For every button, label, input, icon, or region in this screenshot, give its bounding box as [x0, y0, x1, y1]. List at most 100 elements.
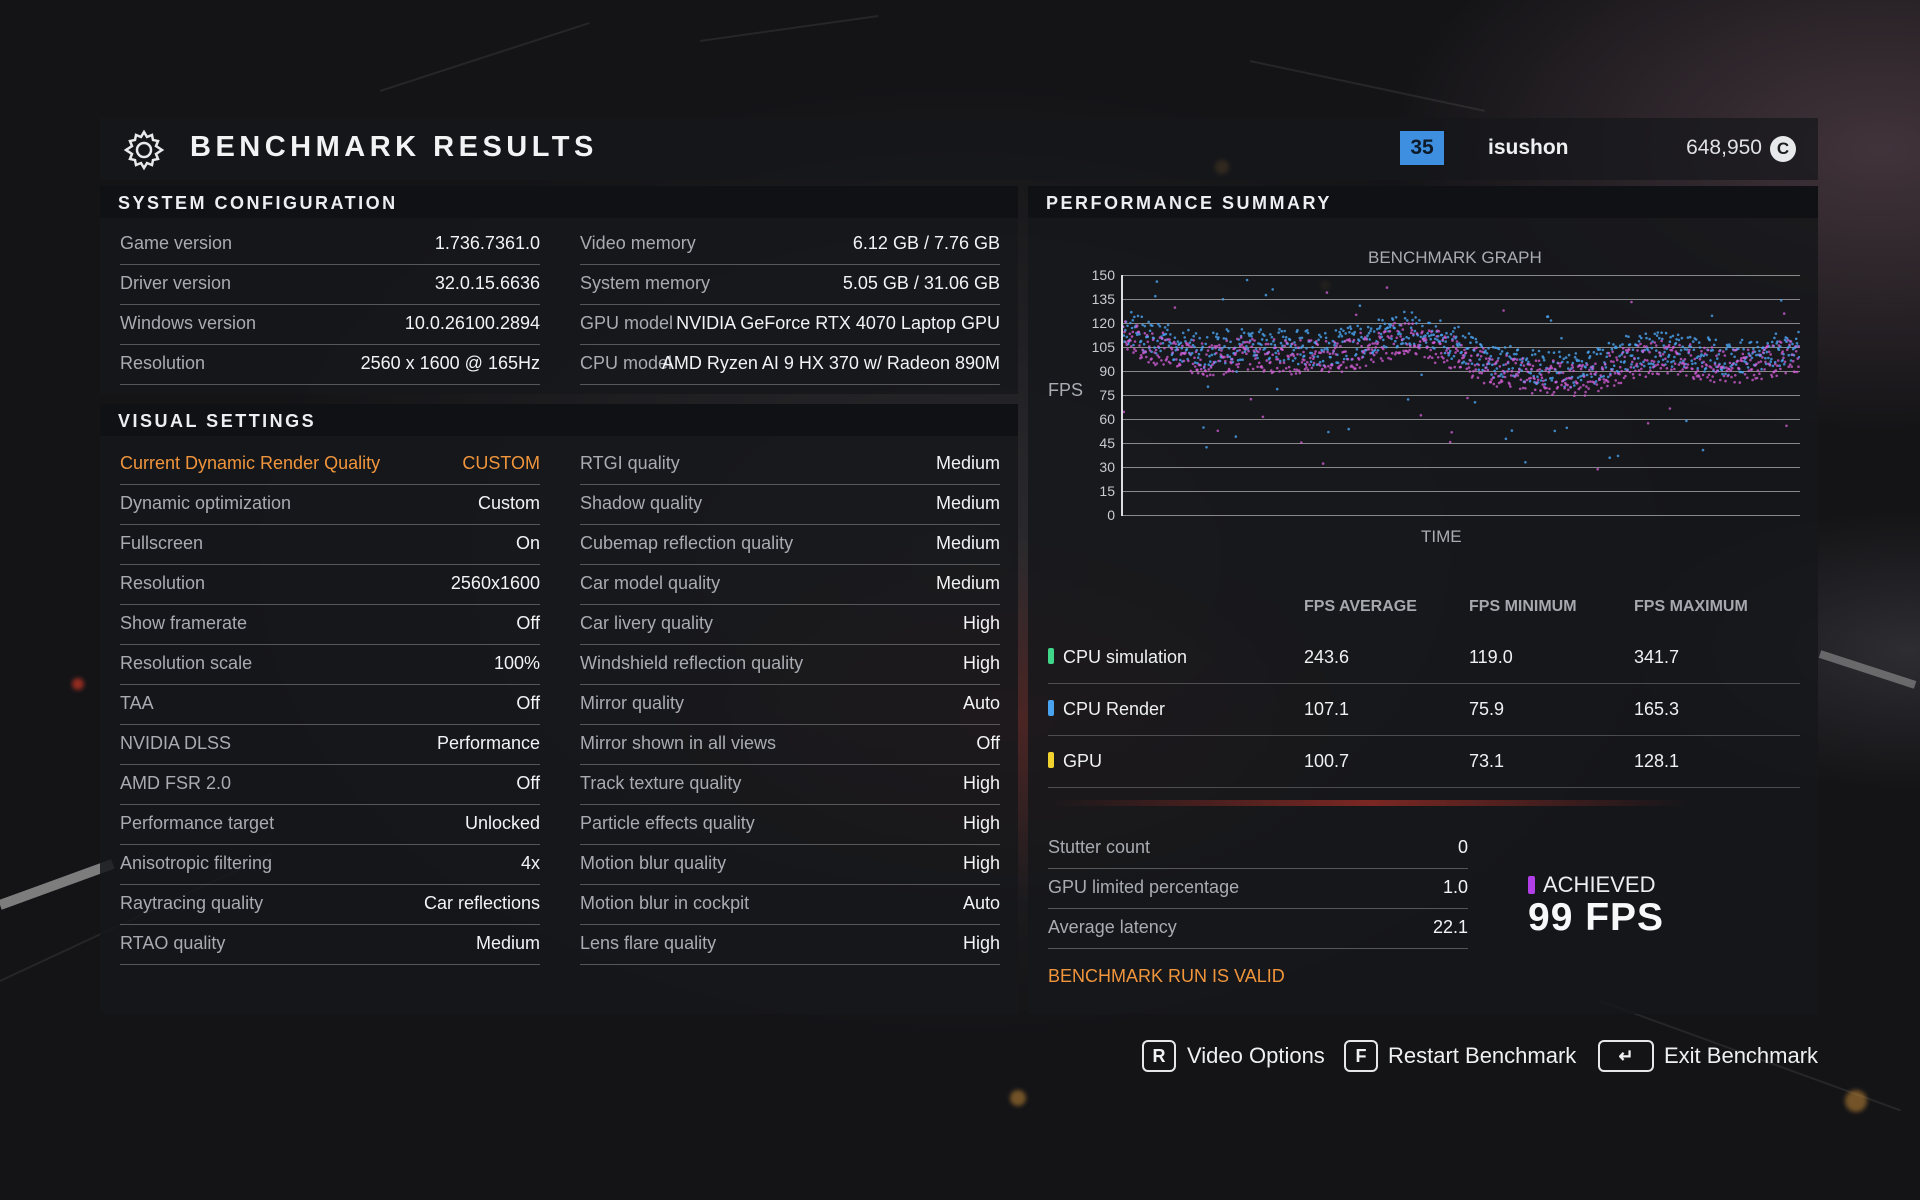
graph-point [1340, 370, 1344, 373]
fps-column-header: FPS MINIMUM [1469, 598, 1577, 615]
graph-point [1166, 328, 1169, 332]
graph-point [1552, 390, 1556, 394]
setting-label: Windows version [120, 313, 257, 333]
graph-point [1212, 331, 1215, 335]
graph-point [1248, 363, 1252, 366]
graph-point [1479, 355, 1483, 358]
graph-point [1598, 348, 1602, 351]
key-hint-exit-benchmark[interactable]: ↵ [1598, 1040, 1654, 1072]
graph-point [1598, 378, 1602, 381]
graph-point [1631, 373, 1635, 376]
graph-y-tick: 15 [1099, 483, 1115, 499]
graph-point [1794, 337, 1798, 341]
graph-point [1547, 371, 1551, 374]
graph-point [1201, 345, 1204, 349]
exit-benchmark-label[interactable]: Exit Benchmark [1664, 1043, 1819, 1068]
setting-value: High [962, 853, 1000, 873]
graph-point [1618, 372, 1621, 376]
restart-benchmark-label[interactable]: Restart Benchmark [1388, 1043, 1577, 1068]
graph-point [1752, 347, 1755, 351]
graph-point [1716, 369, 1719, 372]
graph-point [1536, 369, 1539, 372]
graph-point [1164, 332, 1168, 336]
graph-point [1340, 335, 1344, 338]
graph-point [1248, 341, 1251, 344]
graph-point [1339, 333, 1342, 336]
setting-label: Shadow quality [580, 493, 703, 513]
graph-point [1649, 366, 1652, 369]
graph-point [1145, 333, 1149, 337]
graph-point [1237, 362, 1241, 366]
setting-label: Driver version [120, 273, 232, 293]
graph-point [1679, 357, 1683, 361]
setting-row: Raytracing quality Car reflections [120, 884, 540, 925]
graph-point [1125, 343, 1129, 347]
graph-point [1639, 342, 1642, 346]
graph-point [1346, 326, 1350, 330]
graph-point [1507, 367, 1511, 371]
graph-point [1650, 346, 1654, 350]
graph-point [1241, 358, 1244, 361]
graph-point [1193, 356, 1196, 360]
graph-point [1154, 348, 1158, 352]
key-hint-restart-benchmark[interactable]: F [1344, 1040, 1378, 1072]
graph-point [1779, 299, 1783, 302]
setting-label: NVIDIA DLSS [120, 733, 232, 753]
key-hint-video-options[interactable]: R [1142, 1040, 1176, 1072]
graph-point [1608, 456, 1611, 459]
graph-point [1327, 430, 1330, 434]
graph-point [1725, 366, 1728, 369]
graph-point [1743, 373, 1747, 376]
graph-point [1367, 331, 1371, 335]
graph-point [1206, 349, 1210, 352]
graph-point [1278, 359, 1282, 363]
graph-point [1793, 370, 1796, 374]
graph-point [1210, 353, 1214, 357]
graph-point [1566, 361, 1569, 364]
graph-point [1656, 363, 1660, 366]
graph-point [1560, 383, 1563, 387]
graph-point [1506, 351, 1509, 355]
graph-point [1620, 369, 1623, 373]
graph-point [1728, 343, 1731, 346]
setting-label: Show framerate [120, 613, 248, 633]
graph-point [1199, 358, 1202, 362]
graph-point [1351, 357, 1354, 361]
graph-point [1734, 374, 1737, 377]
graph-point [1654, 355, 1657, 359]
graph-point [1128, 332, 1132, 336]
graph-point [1251, 337, 1254, 341]
graph-point [1491, 376, 1495, 379]
graph-point [1151, 338, 1155, 342]
graph-point [1709, 359, 1712, 362]
graph-point [1348, 339, 1352, 343]
page-title: BENCHMARK RESULTS [190, 131, 598, 163]
graph-point [1429, 337, 1432, 341]
graph-point [1303, 358, 1306, 362]
graph-point [1319, 351, 1323, 355]
graph-point [1254, 347, 1258, 351]
graph-point [1188, 341, 1192, 344]
graph-point [1536, 378, 1540, 381]
graph-point [1648, 337, 1651, 341]
graph-point [1243, 341, 1247, 344]
graph-point [1348, 331, 1351, 334]
graph-point [1160, 336, 1164, 340]
graph-point [1229, 340, 1232, 344]
graph-point [1162, 363, 1165, 366]
graph-point [1588, 368, 1591, 372]
graph-point [1436, 356, 1440, 359]
graph-point [1296, 328, 1299, 332]
graph-gridline [1123, 515, 1800, 516]
graph-point [1528, 363, 1532, 366]
graph-point [1538, 368, 1541, 371]
graph-point [1454, 347, 1458, 351]
setting-row: Motion blur quality High [580, 844, 1000, 885]
video-options-label[interactable]: Video Options [1187, 1043, 1325, 1068]
graph-point [1245, 278, 1249, 282]
graph-point [1373, 342, 1377, 345]
benchmark-valid-status: BENCHMARK RUN IS VALID [1048, 966, 1285, 986]
graph-point [1617, 381, 1620, 385]
graph-point [1679, 370, 1682, 373]
level-badge: 35 [1400, 131, 1444, 165]
